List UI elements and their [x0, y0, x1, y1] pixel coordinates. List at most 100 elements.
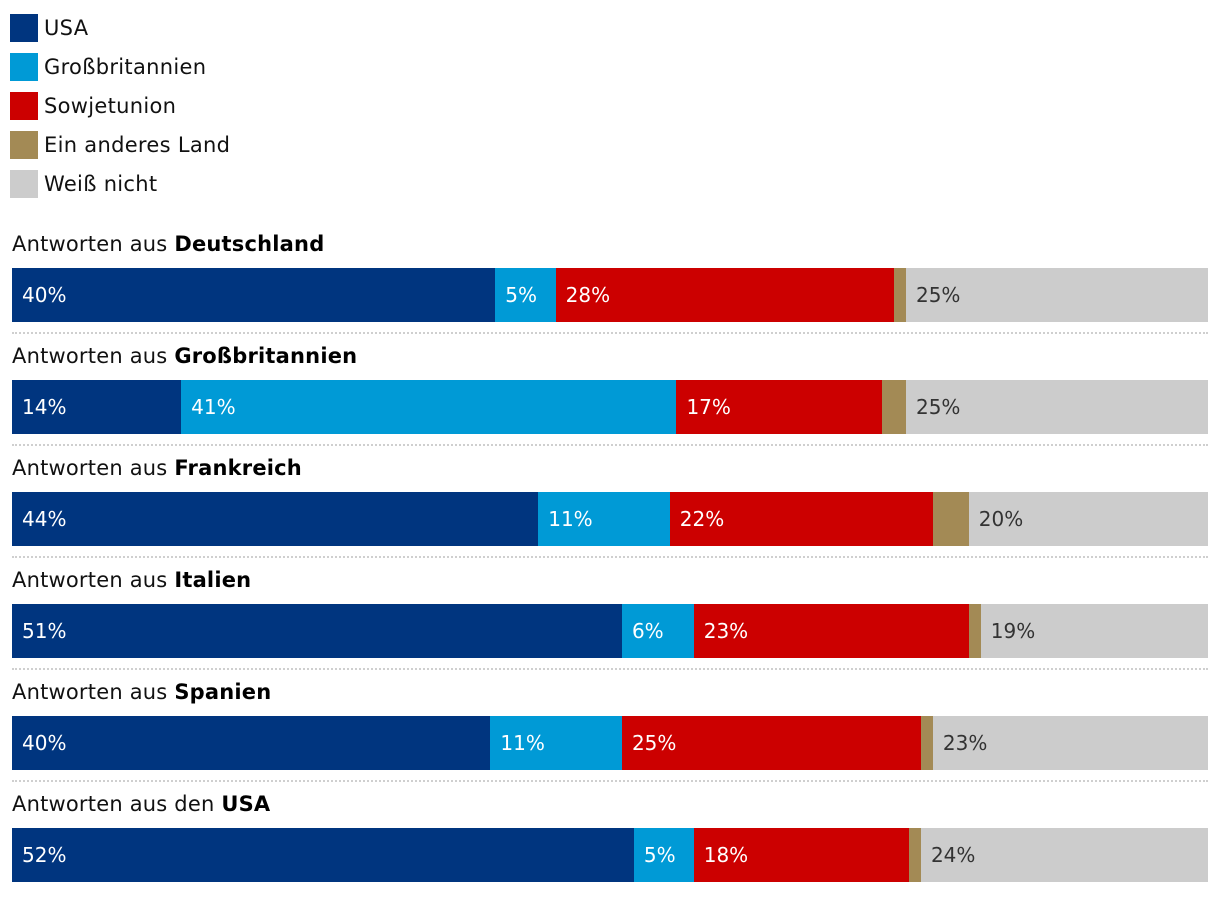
- bar-row: 14% 41% 17% 25%: [12, 380, 1208, 434]
- group-title-country: Deutschland: [174, 232, 325, 256]
- data-label: 11%: [548, 507, 593, 531]
- legend-label: USA: [44, 15, 89, 40]
- bar-segment: [920, 716, 933, 770]
- data-label: 40%: [22, 731, 67, 755]
- bar-segment: [909, 828, 921, 882]
- bar-segment: [932, 716, 1208, 770]
- group-title-prefix: Antworten aus: [12, 232, 175, 256]
- bar-row: 44% 11% 22% 20%: [12, 492, 1208, 546]
- group-title-prefix: Antworten aus: [12, 680, 175, 704]
- bar-segment: [676, 380, 882, 434]
- data-label: 11%: [500, 731, 545, 755]
- group-title: Antworten aus Deutschland: [12, 232, 324, 256]
- bar-segment: [980, 604, 1208, 658]
- bar-segment: [693, 828, 909, 882]
- bar-segment: [693, 604, 969, 658]
- bar-segment: [12, 492, 539, 546]
- data-label: 41%: [191, 395, 236, 419]
- legend-item: Ein anderes Land: [10, 125, 230, 164]
- group-title: Antworten aus Großbritannien: [12, 344, 357, 368]
- data-label: 18%: [703, 843, 749, 867]
- bar-row: 51% 6% 23% 19%: [12, 604, 1208, 658]
- group-divider: [12, 556, 1208, 558]
- bar-row: 40% 5% 28% 25%: [12, 268, 1208, 322]
- bar-segment: [538, 492, 670, 546]
- group-title-country: Frankreich: [174, 456, 302, 480]
- data-label: 25%: [915, 395, 961, 419]
- bar-row: 52% 5% 18% 24%: [12, 828, 1208, 882]
- data-label: 17%: [686, 395, 731, 419]
- legend-item: Weiß nicht: [10, 164, 230, 203]
- data-label: 6%: [631, 619, 664, 643]
- data-label: 28%: [565, 283, 611, 307]
- bar-segment: [881, 380, 906, 434]
- group-title-prefix: Antworten aus den: [12, 792, 222, 816]
- group-title-country: Italien: [174, 568, 252, 592]
- group-title-prefix: Antworten aus: [12, 344, 175, 368]
- bar-segment: [669, 492, 933, 546]
- bar-row: 40% 11% 25% 23%: [12, 716, 1208, 770]
- group-title-country: Großbritannien: [174, 344, 358, 368]
- group-divider: [12, 444, 1208, 446]
- bar-segment: [621, 604, 694, 658]
- data-label: 25%: [631, 731, 677, 755]
- bar-segment: [893, 268, 906, 322]
- bar-segment: [490, 716, 622, 770]
- data-label: 5%: [643, 843, 676, 867]
- data-label: 23%: [942, 731, 988, 755]
- legend-label: Sowjetunion: [44, 93, 177, 118]
- data-label: 40%: [22, 283, 67, 307]
- bar-segment: [12, 380, 182, 434]
- group-title: Antworten aus Spanien: [12, 680, 271, 704]
- bar-segment: [968, 604, 981, 658]
- group-title: Antworten aus Frankreich: [12, 456, 302, 480]
- data-label: 14%: [22, 395, 67, 419]
- data-label: 19%: [990, 619, 1036, 643]
- bar-segment: [12, 716, 491, 770]
- group-title-country: Spanien: [174, 680, 272, 704]
- legend-swatch: [10, 91, 38, 120]
- group-divider: [12, 668, 1208, 670]
- bar-segment: [905, 380, 1208, 434]
- legend-swatch: [10, 169, 38, 198]
- group-title: Antworten aus Italien: [12, 568, 251, 592]
- data-label: 52%: [22, 843, 67, 867]
- group-title: Antworten aus den USA: [12, 792, 270, 816]
- data-label: 25%: [915, 283, 961, 307]
- bar-segment: [633, 828, 694, 882]
- data-label: 22%: [679, 507, 725, 531]
- data-label: 20%: [978, 507, 1024, 531]
- legend: USA Großbritannien Sowjetunion Ein anderes …: [10, 8, 230, 203]
- group-title-country: USA: [221, 792, 271, 816]
- legend-swatch: [10, 13, 38, 42]
- group-divider: [12, 780, 1208, 782]
- bar-segment: [932, 492, 969, 546]
- bar-segment: [12, 828, 634, 882]
- legend-item: Sowjetunion: [10, 86, 230, 125]
- data-label: 5%: [505, 283, 537, 307]
- bar-segment: [495, 268, 556, 322]
- legend-label: Weiß nicht: [44, 171, 158, 196]
- data-label: 44%: [22, 507, 67, 531]
- legend-item: USA: [10, 8, 230, 47]
- data-label: 23%: [703, 619, 749, 643]
- legend-label: Ein anderes Land: [44, 132, 231, 157]
- data-label: 24%: [930, 843, 976, 867]
- bar-segment: [12, 604, 622, 658]
- legend-label: Großbritannien: [44, 54, 207, 79]
- bar-segment: [968, 492, 1208, 546]
- data-label: 51%: [22, 619, 67, 643]
- group-divider: [12, 332, 1208, 334]
- bar-segment: [12, 268, 496, 322]
- group-title-prefix: Antworten aus: [12, 456, 175, 480]
- legend-item: Großbritannien: [10, 47, 230, 86]
- legend-swatch: [10, 130, 38, 159]
- legend-swatch: [10, 52, 38, 81]
- bar-segment: [555, 268, 894, 322]
- bar-segment: [905, 268, 1208, 322]
- group-title-prefix: Antworten aus: [12, 568, 175, 592]
- bar-segment: [920, 828, 1208, 882]
- bar-segment: [181, 380, 677, 434]
- bar-segment: [621, 716, 921, 770]
